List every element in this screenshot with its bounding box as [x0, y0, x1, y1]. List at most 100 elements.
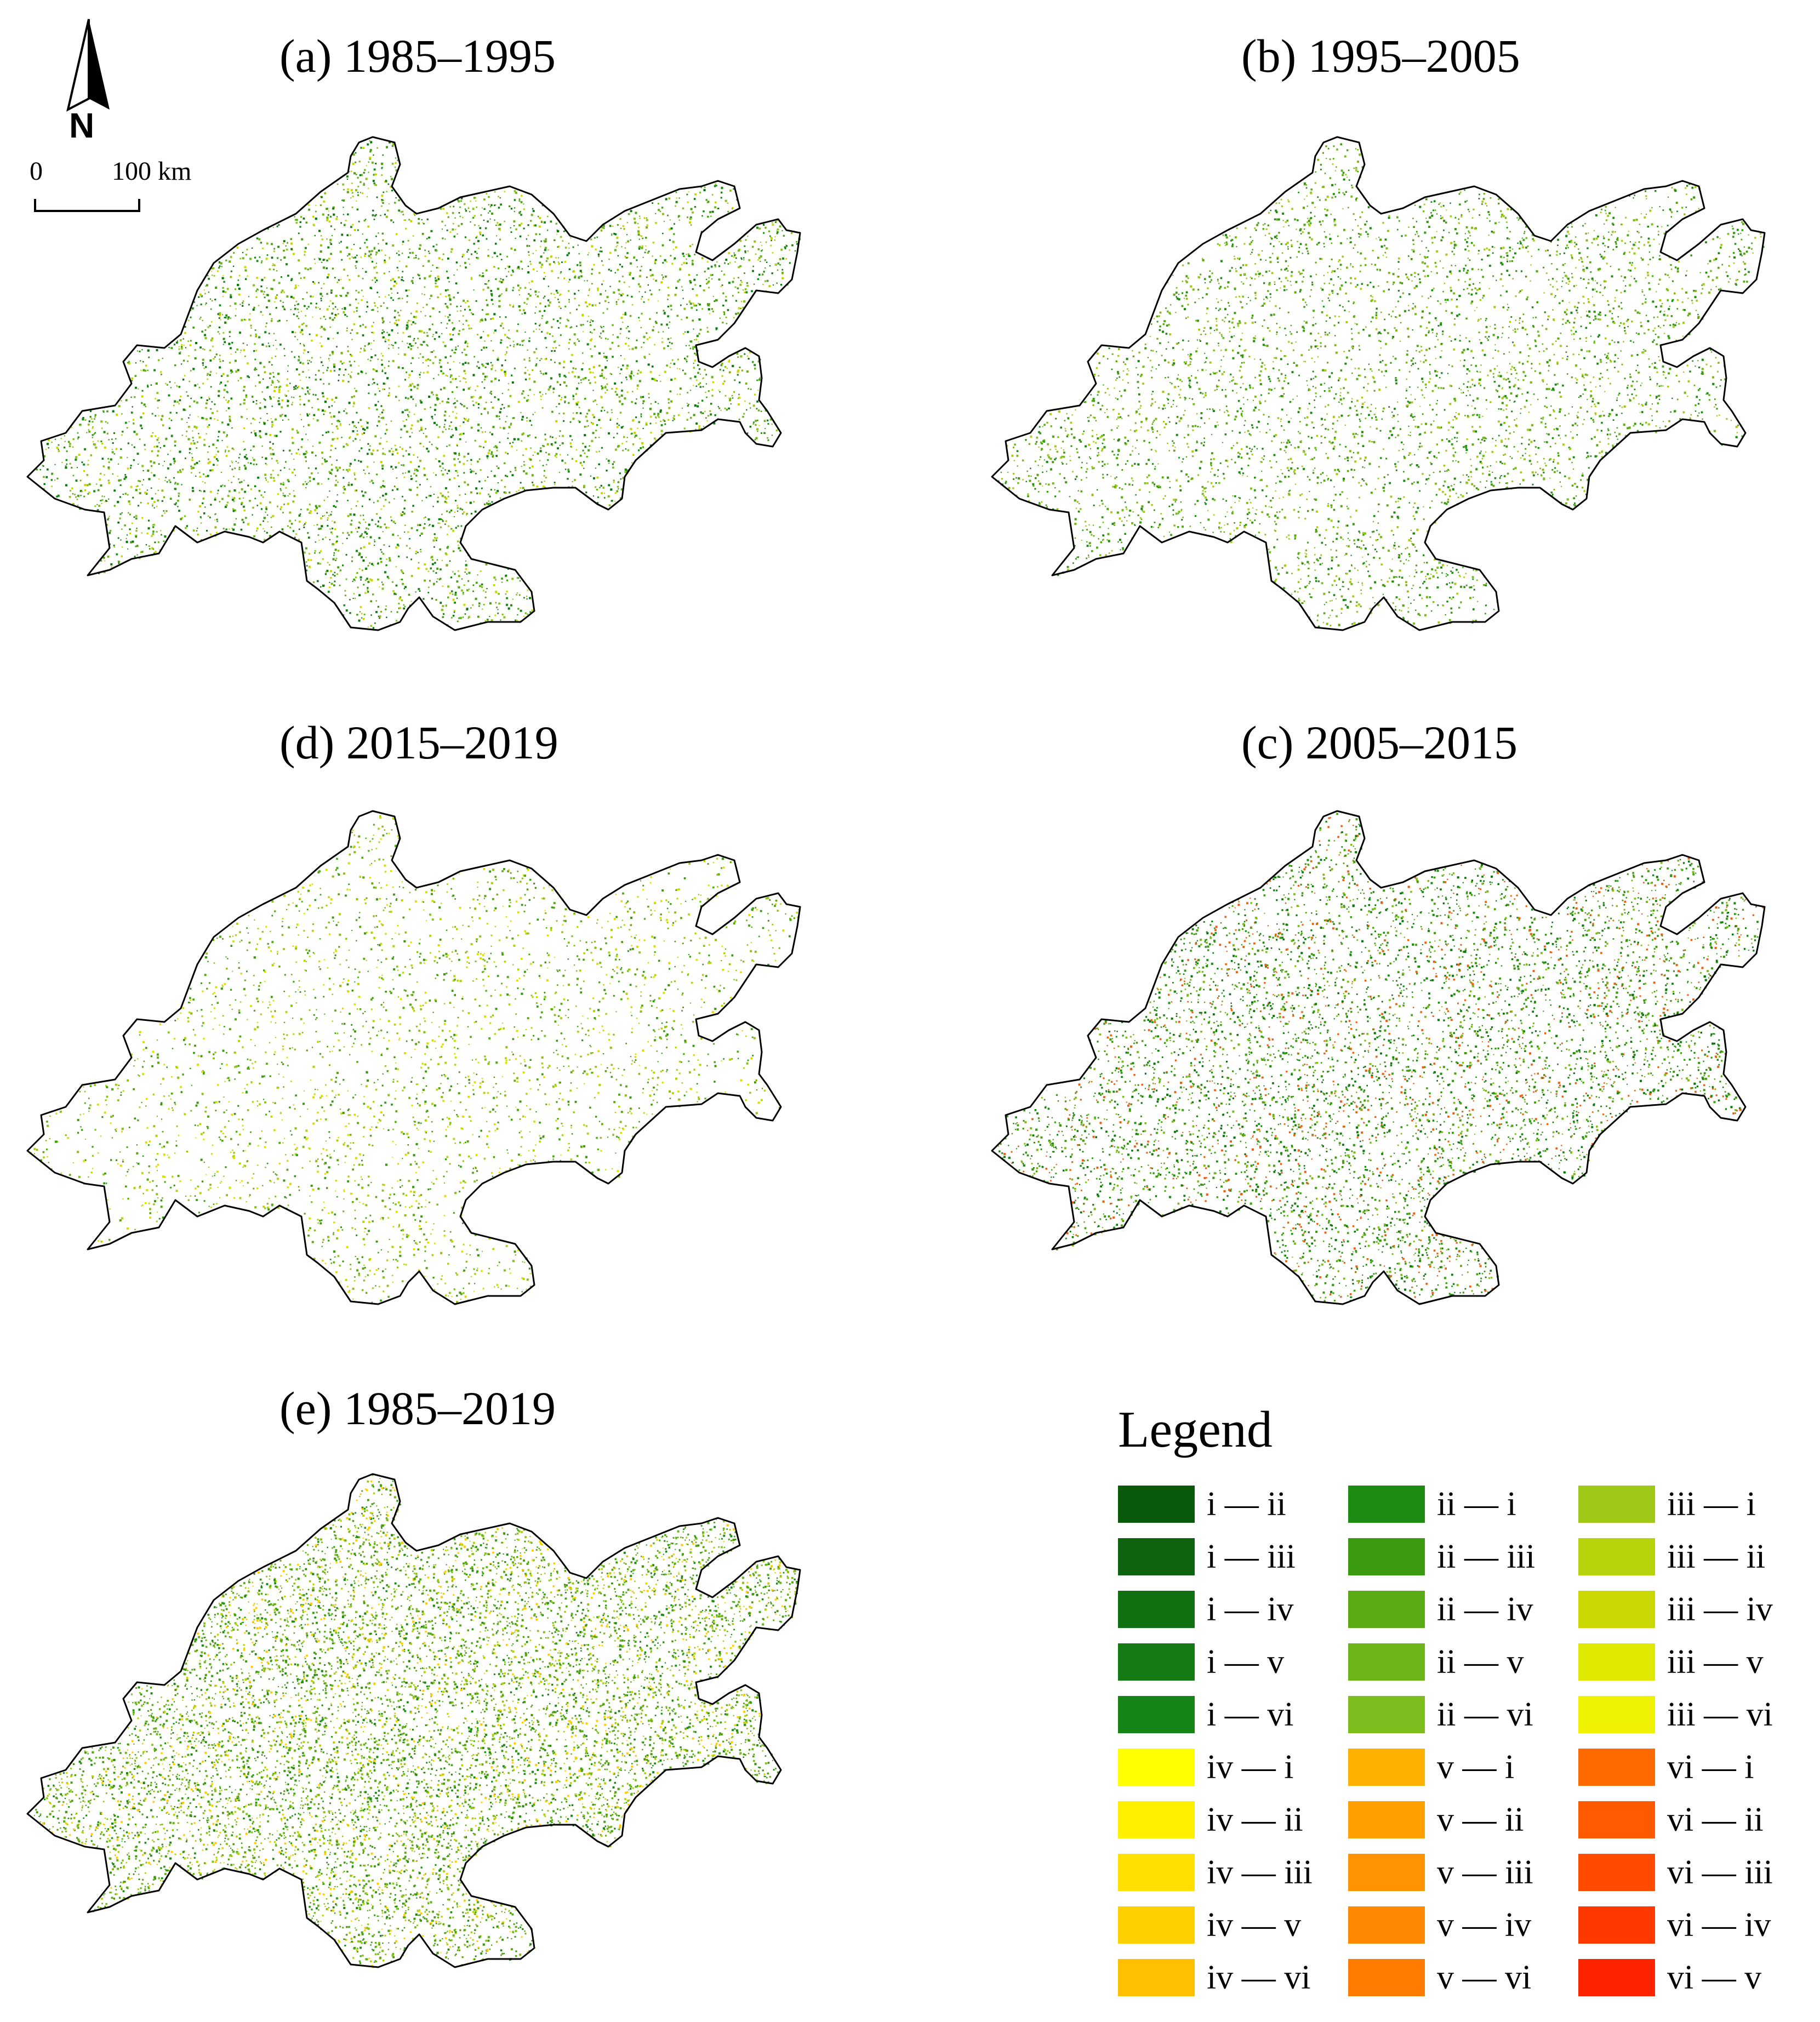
legend-swatch — [1118, 1486, 1195, 1523]
legend-item: iv — i — [1118, 1745, 1348, 1786]
scale-start-label: 0 — [30, 156, 43, 186]
map-panel-a — [26, 136, 801, 631]
change-pixels — [33, 1474, 799, 1968]
legend-swatch — [1578, 1906, 1655, 1944]
legend-swatch — [1348, 1538, 1425, 1575]
legend-label: vi — i — [1667, 1745, 1754, 1789]
legend-item: vi — iii — [1578, 1850, 1808, 1891]
legend-item: vi — ii — [1578, 1798, 1808, 1838]
legend-swatch — [1348, 1749, 1425, 1786]
region-boundary — [26, 1473, 801, 1968]
legend-item: v — iv — [1348, 1903, 1578, 1944]
legend-label: iii — iv — [1667, 1587, 1773, 1631]
legend-swatch — [1348, 1591, 1425, 1628]
north-label: N — [69, 105, 94, 146]
legend-item: iv — v — [1118, 1903, 1348, 1944]
legend-label: i — iii — [1207, 1535, 1296, 1579]
legend-swatch — [1118, 1906, 1195, 1944]
legend-label: v — iv — [1437, 1903, 1531, 1947]
legend-item: i — vi — [1118, 1693, 1348, 1733]
legend-swatch — [1118, 1643, 1195, 1681]
legend-swatch — [1348, 1486, 1425, 1523]
legend-item: v — i — [1348, 1745, 1578, 1786]
legend-label: ii — i — [1437, 1482, 1516, 1526]
region-boundary — [991, 136, 1766, 631]
legend-item: iv — iii — [1118, 1850, 1348, 1891]
region-boundary — [26, 136, 801, 631]
legend-swatch — [1578, 1854, 1655, 1891]
legend-label: v — ii — [1437, 1798, 1524, 1842]
legend-item: v — ii — [1348, 1798, 1578, 1838]
legend-label: i — vi — [1207, 1693, 1293, 1737]
change-pixels — [29, 815, 801, 1304]
legend-label: v — vi — [1437, 1956, 1531, 2000]
legend-label: iii — vi — [1667, 1693, 1773, 1737]
legend-item: iv — vi — [1118, 1956, 1348, 1996]
map-panel-b — [991, 136, 1766, 631]
legend-label: i — iv — [1207, 1587, 1293, 1631]
legend-label: ii — iii — [1437, 1535, 1535, 1579]
legend-label: iii — v — [1667, 1640, 1764, 1684]
change-pixels — [36, 140, 801, 629]
legend-label: v — i — [1437, 1745, 1514, 1789]
legend-swatch — [1348, 1854, 1425, 1891]
legend-item: iii — vi — [1578, 1693, 1808, 1733]
legend-item: vi — iv — [1578, 1903, 1808, 1944]
legend-label: i — ii — [1207, 1482, 1286, 1526]
legend-swatch — [1578, 1749, 1655, 1786]
legend-label: ii — v — [1437, 1640, 1524, 1684]
north-arrow-icon — [66, 19, 110, 112]
legend-swatch — [1578, 1696, 1655, 1733]
legend-swatch — [1348, 1906, 1425, 1944]
legend-swatch — [1118, 1854, 1195, 1891]
legend-swatch — [1118, 1959, 1195, 1996]
legend-swatch — [1578, 1643, 1655, 1681]
legend-label: ii — vi — [1437, 1693, 1533, 1737]
legend-item: vi — i — [1578, 1745, 1808, 1786]
legend-item: vi — v — [1578, 1956, 1808, 1996]
scale-bar-line — [34, 199, 140, 212]
panel-title-a: (a) 1985–1995 — [279, 28, 556, 83]
legend-label: vi — v — [1667, 1956, 1761, 2000]
change-pixels — [997, 813, 1764, 1305]
legend-item: v — iii — [1348, 1850, 1578, 1891]
scale-bar: 0 100 km — [30, 156, 191, 222]
map-panel-c — [991, 810, 1766, 1305]
map-panel-d — [26, 810, 801, 1305]
region-boundary — [26, 810, 801, 1305]
change-pixels — [997, 143, 1765, 628]
legend-item: ii — v — [1348, 1640, 1578, 1681]
legend-swatch — [1578, 1959, 1655, 1996]
legend-label: ii — iv — [1437, 1587, 1533, 1631]
legend-title: Legend — [1118, 1400, 1273, 1459]
legend-swatch — [1118, 1801, 1195, 1838]
legend-swatch — [1348, 1643, 1425, 1681]
legend-label: iv — iii — [1207, 1850, 1313, 1894]
legend-label: vi — iv — [1667, 1903, 1771, 1947]
legend-swatch — [1348, 1696, 1425, 1733]
legend-item: iii — i — [1578, 1482, 1808, 1523]
panel-title-e: (e) 1985–2019 — [279, 1381, 556, 1436]
legend-item: i — iv — [1118, 1587, 1348, 1628]
legend-item: iv — ii — [1118, 1798, 1348, 1838]
legend-swatch — [1578, 1801, 1655, 1838]
scale-end-label: 100 km — [112, 156, 191, 186]
legend-swatch — [1348, 1959, 1425, 1996]
legend-item: iii — iv — [1578, 1587, 1808, 1628]
panel-title-b: (b) 1995–2005 — [1241, 28, 1520, 83]
map-panel-e — [26, 1473, 801, 1968]
panel-title-d: (d) 2015–2019 — [279, 715, 558, 770]
legend-label: iii — i — [1667, 1482, 1756, 1526]
legend-item: i — v — [1118, 1640, 1348, 1681]
region-boundary — [991, 810, 1766, 1305]
legend-label: iv — vi — [1207, 1956, 1310, 2000]
legend-label: i — v — [1207, 1640, 1284, 1684]
legend-item: iii — v — [1578, 1640, 1808, 1681]
legend-item: i — iii — [1118, 1535, 1348, 1575]
legend-swatch — [1578, 1538, 1655, 1575]
legend-label: vi — ii — [1667, 1798, 1764, 1842]
legend-swatch — [1118, 1749, 1195, 1786]
legend-label: v — iii — [1437, 1850, 1533, 1894]
legend-item: ii — vi — [1348, 1693, 1578, 1733]
